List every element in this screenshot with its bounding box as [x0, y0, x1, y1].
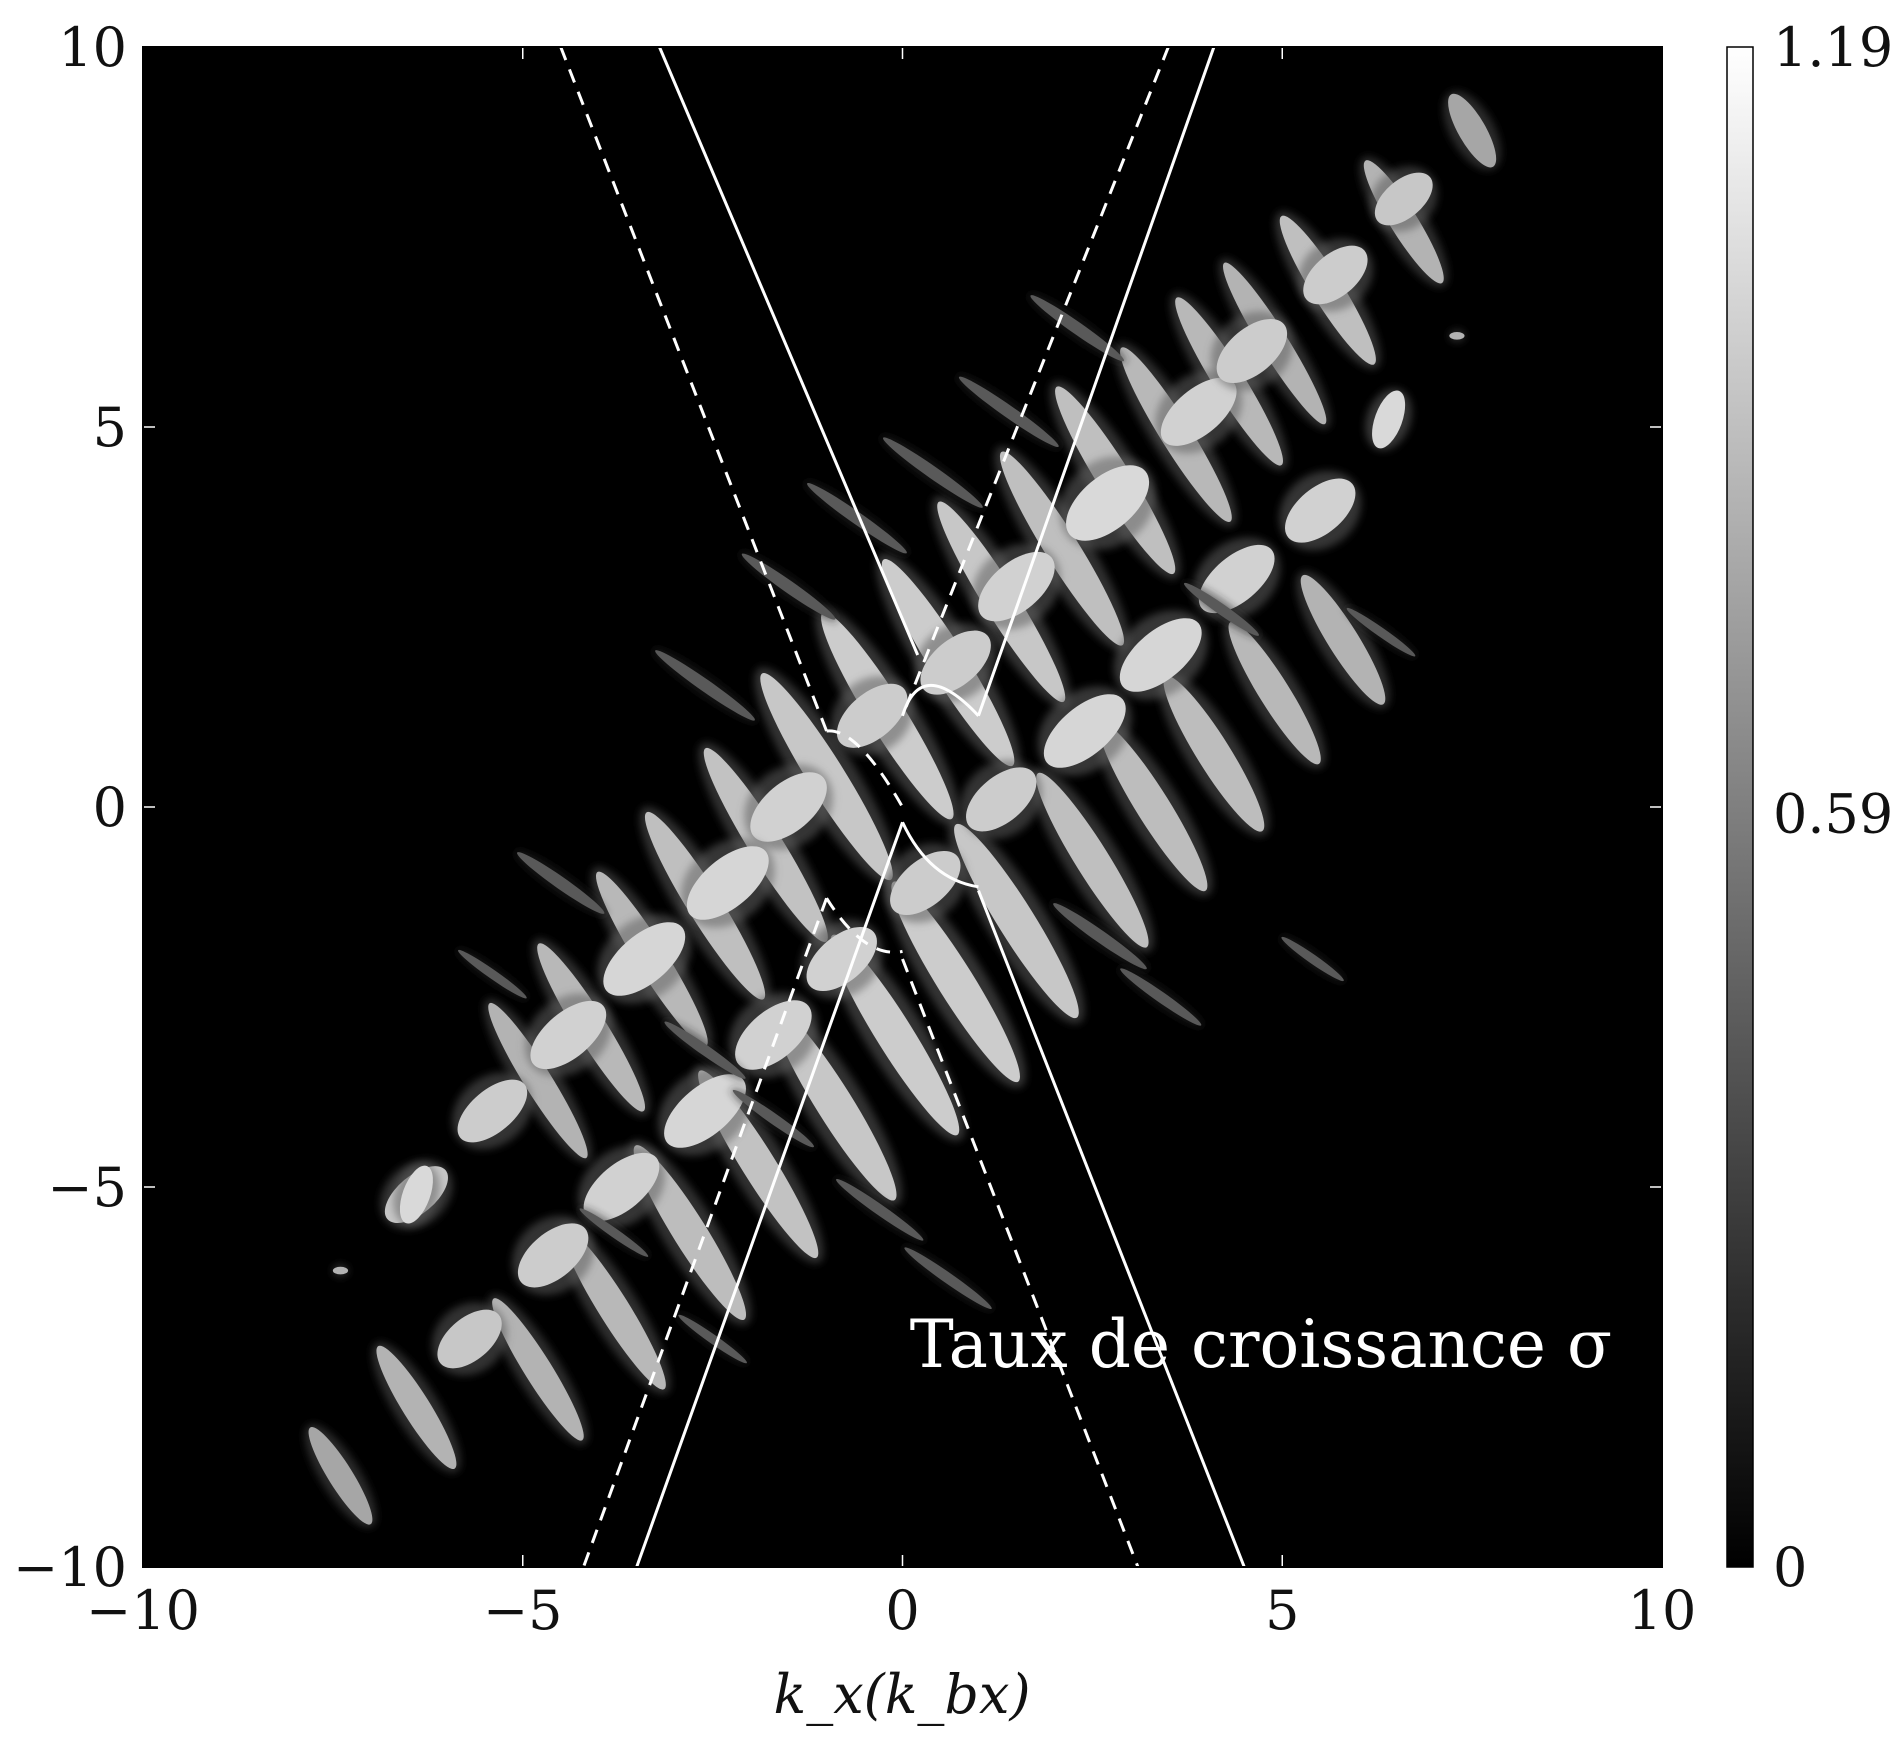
curve-dashed-arc-0 [826, 729, 904, 808]
feature-41 [686, 846, 769, 920]
feature-30 [376, 1345, 457, 1470]
feature-17 [1300, 574, 1386, 705]
curve-solid-arc-1 [901, 821, 979, 889]
feature-35 [1303, 245, 1368, 305]
feature-31 [308, 1427, 373, 1525]
feature-71 [1120, 968, 1202, 1026]
feature-65 [807, 482, 907, 554]
feature-47 [1198, 544, 1275, 614]
x-tick-label-2: 0 [885, 1579, 919, 1642]
x-tick-label-1: −5 [483, 1579, 563, 1642]
curve-dashed-branch-3 [901, 958, 1140, 1567]
feature-51 [890, 850, 961, 916]
feature-69 [458, 949, 527, 999]
feature-34 [1216, 318, 1288, 384]
curve-solid-branch-2 [635, 821, 904, 1567]
feature-79 [579, 1208, 649, 1257]
feature-59 [399, 1165, 433, 1224]
feature-60 [1449, 332, 1465, 340]
feature-50 [966, 767, 1037, 832]
y-tick-label-4: 10 [58, 16, 127, 79]
curve-dashed-branch-0 [559, 47, 828, 732]
colorbar-tick-label-2: 1.19 [1773, 16, 1892, 79]
feature-62 [1030, 295, 1125, 362]
colorbar [1726, 46, 1754, 1568]
feature-19 [1163, 675, 1265, 832]
feature-20 [1098, 722, 1208, 892]
feature-67 [655, 650, 755, 721]
feature-64 [882, 437, 983, 508]
feature-18 [1228, 621, 1321, 765]
feature-48 [1119, 618, 1202, 692]
feature-23 [891, 881, 1020, 1083]
x-tick-label-4: 10 [1628, 1579, 1697, 1642]
feature-70 [1053, 903, 1147, 970]
feature-54 [664, 1074, 746, 1148]
feature-49 [1043, 694, 1126, 768]
feature-39 [836, 683, 908, 748]
feature-42 [603, 922, 686, 996]
feature-29 [492, 1298, 584, 1441]
feature-58 [1372, 390, 1406, 449]
curve-dashed-arc-1 [825, 897, 903, 954]
feature-63 [958, 376, 1059, 448]
feature-53 [735, 1000, 812, 1070]
colorbar-tick-labels: 0 0.59 1.19 [1773, 16, 1892, 1599]
feature-57 [437, 1309, 502, 1369]
y-tick-label-2: 0 [93, 776, 127, 839]
feature-78 [904, 1247, 992, 1310]
feature-56 [517, 1223, 589, 1288]
heatmap-features [304, 91, 1502, 1528]
plot-border [142, 46, 1663, 1568]
curve-solid-branch-0 [658, 47, 920, 656]
feature-46 [1285, 478, 1356, 543]
y-tick-labels: −10 −5 0 5 10 [13, 16, 127, 1599]
y-tick-label-3: 5 [93, 396, 127, 459]
feature-72 [1184, 582, 1259, 636]
feature-36 [1374, 172, 1433, 226]
feature-32 [1066, 465, 1150, 541]
feature-61 [332, 1266, 349, 1275]
annotation-label: Taux de croissance σ [910, 1306, 1612, 1383]
feature-22 [954, 823, 1079, 1019]
feature-33 [1160, 377, 1237, 446]
feature-68 [517, 852, 605, 914]
y-tick-label-1: −5 [47, 1156, 127, 1219]
feature-55 [583, 1152, 660, 1222]
feature-16 [488, 1002, 588, 1159]
curve-solid-branch-3 [977, 890, 1246, 1567]
feature-80 [678, 1314, 747, 1364]
plot-background [143, 47, 1662, 1567]
feature-38 [920, 630, 991, 695]
feature-21 [1036, 772, 1149, 948]
feature-0 [1448, 93, 1497, 168]
x-tick-labels: −10 −5 0 5 10 [86, 1579, 1696, 1642]
feature-75 [664, 1021, 746, 1079]
curve-solid-branch-1 [977, 47, 1216, 717]
feature-73 [1281, 936, 1344, 982]
feature-77 [836, 1178, 924, 1241]
feature-40 [750, 772, 827, 842]
x-tick-label-0: −10 [86, 1579, 200, 1642]
feature-37 [978, 551, 1055, 622]
y-tick-label-0: −10 [13, 1536, 127, 1599]
colorbar-tick-label-0: 0 [1773, 1536, 1807, 1599]
feature-43 [530, 1000, 607, 1070]
feature-7 [999, 451, 1125, 646]
feature-44 [457, 1079, 528, 1143]
x-tick-label-3: 5 [1265, 1579, 1299, 1642]
feature-74 [1346, 607, 1416, 657]
feature-11 [760, 673, 893, 881]
resonance-curves [559, 47, 1246, 1567]
colorbar-tick-label-1: 0.59 [1773, 782, 1892, 845]
x-axis-title: k_x(k_bx) [773, 1663, 1030, 1726]
